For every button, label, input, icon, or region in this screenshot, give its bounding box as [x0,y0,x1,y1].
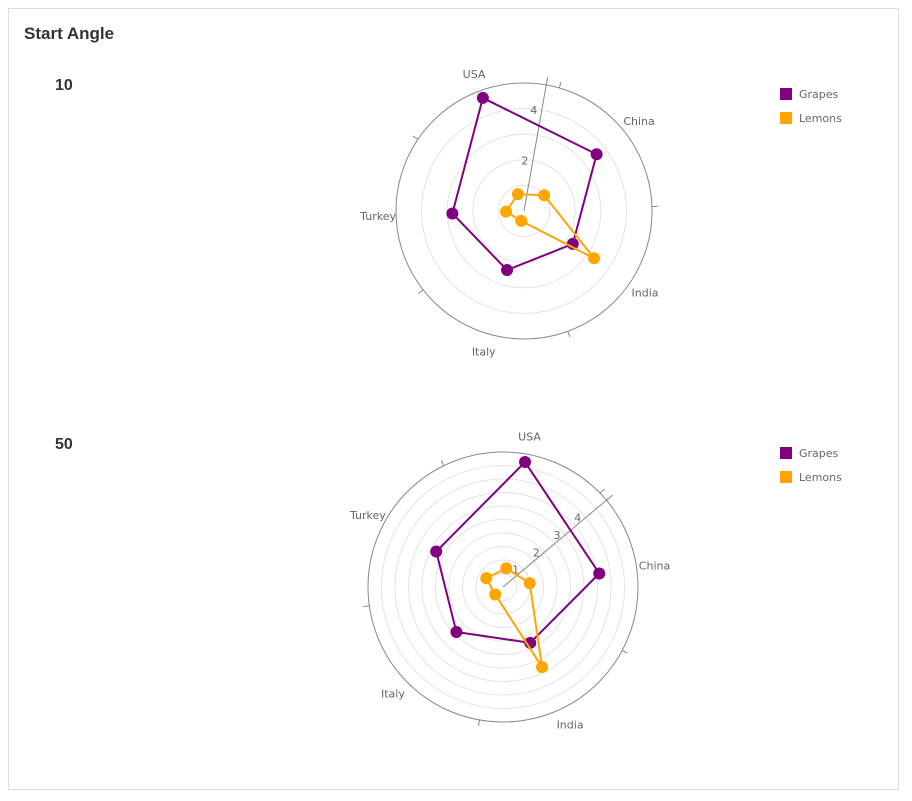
data-point-grapes [446,207,459,220]
value-axis [523,76,549,212]
data-point-lemons [538,189,551,202]
axis-tick-label: 4 [530,104,537,117]
category-label: Turkey [359,210,396,223]
grid-ring [395,82,653,340]
axis-tick [558,82,562,89]
category-label: Turkey [349,509,386,522]
category-label: China [639,560,670,573]
axis-tick [478,719,481,726]
axis-tick [567,331,571,338]
axis-tick [599,488,605,494]
category-label: Italy [472,345,496,358]
grid-ring [367,451,639,723]
legend-1: Grapes Lemons [780,82,842,130]
category-label: China [623,115,654,128]
grid-ring [448,532,558,642]
data-point-lemons [536,661,549,674]
category-label: India [632,287,659,300]
data-point-lemons [500,205,513,218]
legend-item[interactable]: Lemons [780,465,842,489]
data-point-grapes [430,545,443,558]
data-point-lemons [480,572,493,585]
grid-ring [435,519,571,655]
category-label: India [557,719,584,732]
legend-swatch [780,471,792,483]
legend-label: Lemons [799,111,842,125]
legend-2: Grapes Lemons [780,441,842,489]
chart-frame [8,8,899,790]
data-point-grapes [519,456,532,469]
chart-1-label: 10 [55,77,73,94]
axis-tick [363,605,370,608]
page-title: Start Angle [24,24,115,43]
legend-label: Grapes [799,446,839,460]
axis-tick [440,460,445,466]
category-label: Italy [381,687,405,700]
legend-swatch [780,447,792,459]
grid-ring [497,184,551,238]
grid-ring [381,465,625,709]
value-axis [502,494,613,588]
axis-tick-label: 3 [554,529,561,542]
legend-item[interactable]: Lemons [780,106,842,130]
axis-tick-label: 2 [533,546,540,559]
axis-tick-label: 4 [574,512,581,525]
legend-label: Grapes [799,87,839,101]
grid-ring [408,492,598,682]
grid-ring [462,546,544,628]
data-point-grapes [593,567,606,580]
grid-ring [489,573,517,601]
data-point-lemons [489,588,502,601]
axis-tick [418,289,424,294]
category-label: USA [518,430,541,443]
legend-swatch [780,88,792,100]
grid-ring [472,159,576,263]
data-point-grapes [501,264,514,277]
legend-label: Lemons [799,470,842,484]
axis-tick [621,649,628,654]
axis-tick-label: 2 [521,155,528,168]
category-label: USA [463,68,486,81]
data-point-lemons [500,562,513,575]
series-line-grapes [451,96,598,272]
data-point-grapes [590,148,603,161]
axis-tick-label: 1 [512,564,519,577]
grid-ring [394,478,612,696]
data-point-lemons [511,188,524,201]
data-point-lemons [515,214,528,227]
series-line-grapes [435,460,601,644]
legend-swatch [780,112,792,124]
data-point-lemons [523,577,536,590]
data-point-grapes [450,626,463,639]
data-point-lemons [588,252,601,265]
legend-item[interactable]: Grapes [780,82,842,106]
chart-2-label: 50 [55,436,73,453]
grid-ring [421,108,627,314]
axis-tick [412,135,419,140]
legend-item[interactable]: Grapes [780,441,842,465]
data-point-grapes [476,91,489,104]
grid-ring [421,505,585,669]
